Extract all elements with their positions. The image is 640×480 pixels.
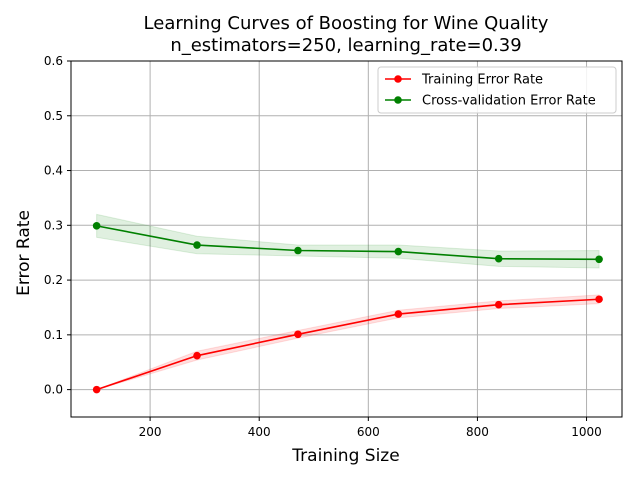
- training-error-band: [96, 294, 600, 391]
- training-error-point: [494, 300, 503, 309]
- cross-validation-error-band: [96, 213, 600, 269]
- legend-cross-validation-label: Cross-validation Error Rate: [422, 94, 596, 109]
- training-error-point: [595, 295, 603, 304]
- training-error-line: [96, 298, 600, 391]
- legend-cross-validation-marker: [394, 96, 402, 104]
- x-tick-label: 400: [248, 425, 271, 439]
- y-tick-label: 0.2: [44, 273, 63, 287]
- axis-ticks: 200 400 600 800 1000 0.0 0.1 0.2 0.3 0.4 0.5 0.6: [44, 54, 602, 439]
- cross-validation-error-line: [96, 225, 600, 261]
- cross-validation-error-point: [294, 246, 302, 255]
- legend-training-label: Training Error Rate: [421, 73, 543, 88]
- y-tick-label: 0.0: [44, 383, 63, 397]
- cross-validation-error-point: [494, 254, 503, 263]
- y-tick-label: 0.5: [44, 109, 63, 123]
- plot-frame: [70, 60, 623, 418]
- x-tick-label: 1000: [571, 425, 602, 439]
- training-error-point: [294, 330, 302, 339]
- cross-validation-error-point: [92, 222, 101, 230]
- y-tick-label: 0.1: [44, 328, 63, 342]
- x-tick-label: 200: [139, 425, 162, 439]
- training-error-point: [193, 351, 201, 360]
- training-error-point: [394, 310, 403, 318]
- y-tick-label: 0.6: [44, 54, 63, 68]
- legend-training-marker: [394, 75, 402, 83]
- chart-title: Learning Curves of Boosting for Wine Qua…: [144, 13, 549, 34]
- cross-validation-error-point: [394, 247, 403, 256]
- x-axis-label: Training Size: [291, 446, 399, 466]
- y-axis-label: Error Rate: [14, 210, 34, 296]
- chart-subtitle: n_estimators=250, learning_rate=0.39: [170, 35, 521, 56]
- series-lines: [92, 222, 603, 394]
- legend-box: [377, 66, 617, 114]
- x-tick-label: 600: [357, 425, 380, 439]
- y-tick-label: 0.4: [44, 164, 63, 178]
- training-error-point: [92, 385, 101, 394]
- cross-validation-error-point: [193, 241, 201, 249]
- cross-validation-error-point: [595, 255, 603, 264]
- x-tick-label: 800: [466, 425, 489, 439]
- y-tick-label: 0.3: [44, 218, 63, 232]
- legend: Training Error Rate Cross-validation Erro…: [377, 66, 617, 114]
